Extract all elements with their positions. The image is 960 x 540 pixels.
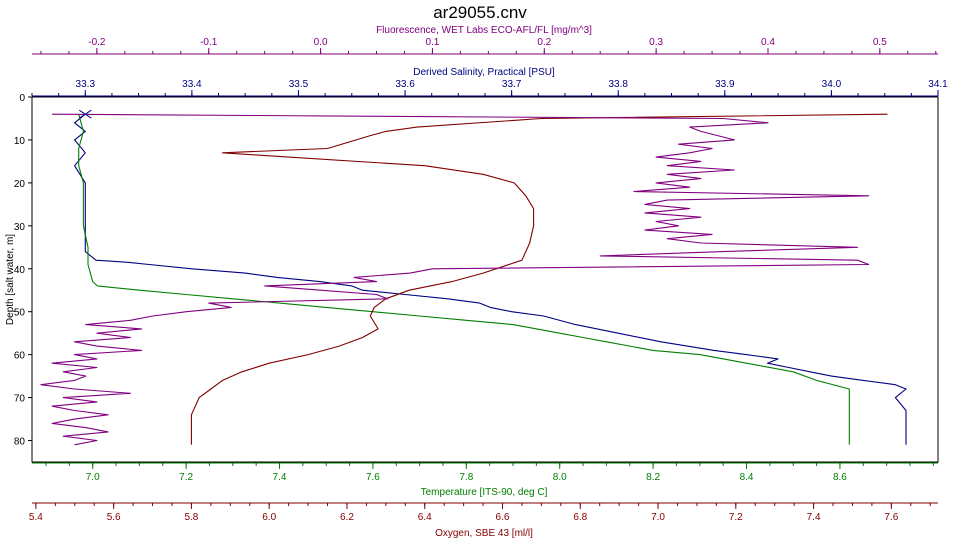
oxygen-tick-label: 7.4 [807, 512, 821, 523]
salinity-tick-label: 33.8 [609, 79, 629, 90]
oxygen-tick-label: 6.0 [262, 512, 276, 523]
depth-tick-label: 40 [14, 265, 26, 276]
salinity-tick-label: 33.6 [395, 79, 415, 90]
fluorescence-tick-label: -0.1 [200, 37, 218, 48]
depth-tick-label: 70 [14, 394, 26, 405]
depth-axis-label: Depth [salt water, m] [5, 234, 16, 325]
fluorescence-tick-label: 0.4 [761, 37, 775, 48]
plot-frame [31, 96, 939, 463]
fluorescence-axis-label: Fluorescence, WET Labs ECO-AFL/FL [mg/m^… [376, 25, 592, 36]
oxygen-tick-label: 6.2 [340, 512, 354, 523]
oxygen-tick-label: 5.4 [29, 512, 43, 523]
salinity-profile-line [74, 113, 907, 445]
oxygen-profile-line [190, 113, 888, 445]
fluorescence-profile-line [40, 113, 870, 446]
oxygen-tick-label: 7.2 [729, 512, 743, 523]
oxygen-tick-label: 7.6 [884, 512, 898, 523]
fluorescence-tick-label: -0.2 [88, 37, 106, 48]
fluorescence-tick-label: 0.0 [314, 37, 328, 48]
salinity-tick-label: 33.5 [289, 79, 309, 90]
temperature-tick-label: 7.4 [273, 472, 287, 483]
oxygen-tick-label: 5.8 [184, 512, 198, 523]
salinity-axis-label: Derived Salinity, Practical [PSU] [413, 67, 555, 78]
depth-tick-label: 30 [14, 222, 26, 233]
oxygen-tick-label: 5.6 [107, 512, 121, 523]
oxygen-tick-label: 6.8 [573, 512, 587, 523]
fluorescence-tick-label: 0.3 [649, 37, 663, 48]
oxygen-tick-label: 7.0 [651, 512, 665, 523]
depth-tick-label: 50 [14, 308, 26, 319]
salinity-tick-label: 34.0 [822, 79, 842, 90]
axes-layer: 0 10 20 30 40 50 60 70 80 Depth [salt water, m] -0… [5, 25, 948, 539]
salinity-tick-label: 33.7 [502, 79, 522, 90]
oxygen-tick-label: 6.6 [496, 512, 510, 523]
temperature-axis-label: Temperature [ITS-90, deg C] [421, 487, 548, 498]
temperature-tick-label: 8.4 [740, 472, 754, 483]
salinity-tick-label: 33.9 [715, 79, 735, 90]
oxygen-tick-label: 6.4 [418, 512, 432, 523]
depth-tick-label: 80 [14, 437, 26, 448]
salinity-tick-label: 33.3 [76, 79, 96, 90]
temperature-tick-label: 8.2 [646, 472, 660, 483]
depth-tick-label: 0 [19, 93, 25, 104]
temperature-profile-line [78, 114, 850, 445]
fluorescence-tick-label: 0.5 [873, 37, 887, 48]
fluorescence-tick-label: 0.1 [425, 37, 439, 48]
salinity-tick-label: 34.1 [928, 79, 948, 90]
temperature-tick-label: 7.0 [86, 472, 100, 483]
chart-title: ar29055.cnv [433, 3, 527, 22]
depth-tick-label: 20 [14, 179, 26, 190]
temperature-tick-label: 7.2 [179, 472, 193, 483]
depth-tick-label: 60 [14, 351, 26, 362]
fluorescence-tick-label: 0.2 [537, 37, 551, 48]
depth-tick-label: 10 [14, 136, 26, 147]
temperature-tick-label: 8.0 [553, 472, 567, 483]
salinity-tick-label: 33.4 [182, 79, 202, 90]
start-marker [79, 109, 92, 119]
oxygen-axis-label: Oxygen, SBE 43 [ml/l] [435, 528, 533, 539]
temperature-tick-label: 7.8 [459, 472, 473, 483]
series-layer [40, 109, 907, 446]
temperature-tick-label: 8.6 [833, 472, 847, 483]
temperature-tick-label: 7.6 [366, 472, 380, 483]
